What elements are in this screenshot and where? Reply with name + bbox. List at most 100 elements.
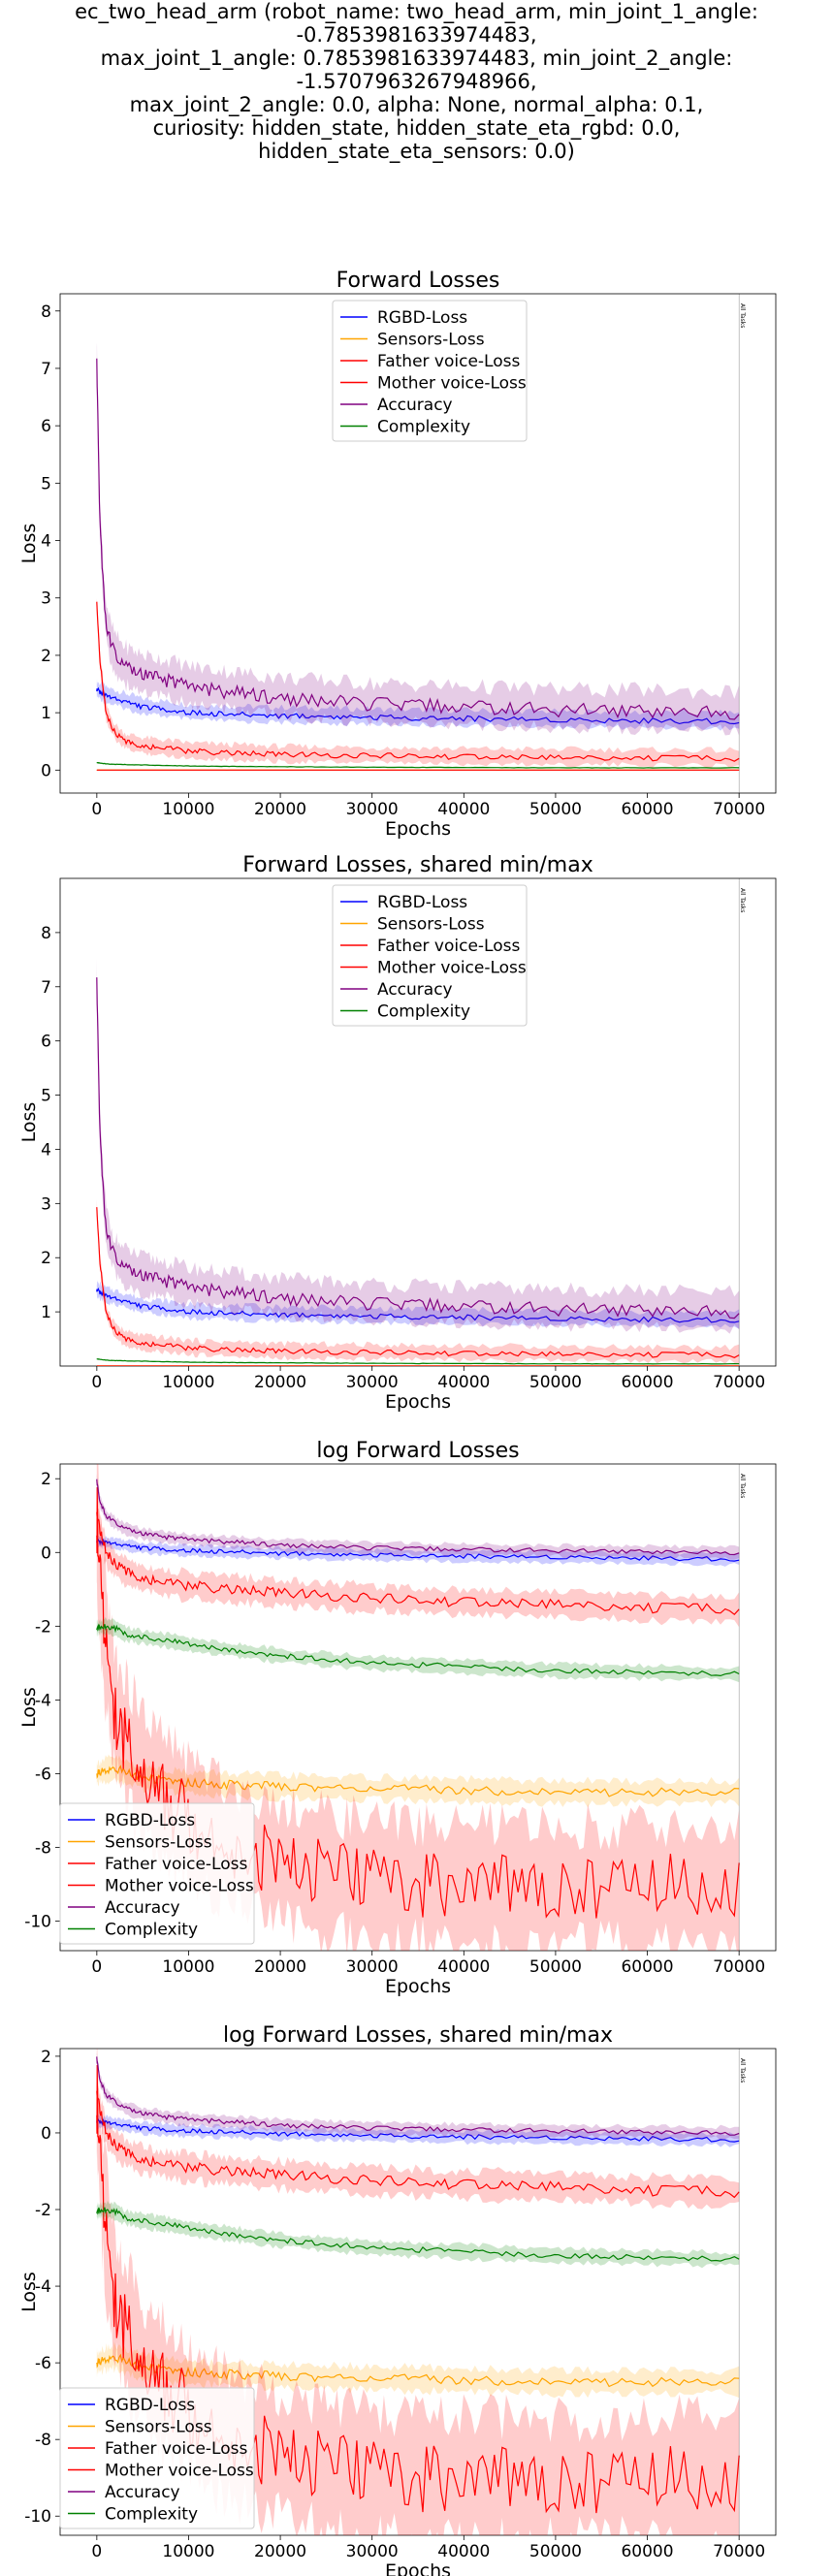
series-line-mother-voice-loss [96, 1486, 740, 1919]
x-tick-label: 60000 [621, 2542, 673, 2561]
chart-title: log Forward Losses [316, 1439, 519, 1463]
y-tick-label: -10 [24, 2507, 51, 2527]
band-sensors-loss [96, 1754, 740, 1808]
series-line-complexity [96, 762, 740, 769]
plot-area [96, 1464, 740, 1951]
legend-entry: Mother voice-Loss [377, 374, 527, 394]
legend-entry: Complexity [377, 1002, 470, 1022]
legend-box [332, 300, 528, 442]
band-accuracy [96, 1474, 740, 1560]
legend-entry: Sensors-Loss [377, 915, 485, 935]
legend-entry: RGBD-Loss [105, 2396, 195, 2415]
y-tick-label: 4 [41, 532, 51, 552]
x-tick-label: 0 [91, 1373, 102, 1392]
chart-panel-3: All Tasks 0 10000 20000 30000 40000 50000 60000… [18, 1439, 777, 1997]
legend-entry: Sensors-Loss [105, 2418, 212, 2437]
legend-entry: Father voice-Loss [377, 937, 520, 956]
chart-panel-2: All Tasks 0 10000 20000 30000 40000 50000 60000… [18, 853, 777, 1413]
x-tick-label: 60000 [621, 800, 673, 819]
x-tick-label: 40000 [437, 1957, 490, 1977]
legend-entry: Mother voice-Loss [105, 1877, 254, 1896]
x-tick-label: 40000 [437, 2542, 490, 2561]
y-axis-label: Loss [18, 524, 40, 564]
legend-entry: Accuracy [105, 1898, 180, 1918]
band-rgbd-loss [96, 2114, 740, 2147]
task-boundary-label: All Tasks [739, 1474, 746, 1498]
legend-entry: RGBD-Loss [105, 1811, 195, 1830]
y-tick-label: 6 [41, 1033, 51, 1052]
x-tick-label: 20000 [254, 2542, 306, 2561]
plot-area [96, 342, 740, 771]
series-line-rgbd-loss [96, 2117, 740, 2143]
legend-entry: Sensors-Loss [377, 331, 485, 350]
y-tick-label: 2 [41, 2048, 51, 2067]
x-tick-label: 60000 [621, 1373, 673, 1392]
y-tick-label: 7 [41, 978, 51, 998]
x-tick-label: 10000 [162, 2542, 214, 2561]
legend-entry: Complexity [105, 1921, 198, 1940]
y-tick-label: 4 [41, 1140, 51, 1160]
y-tick-label: 3 [41, 1194, 51, 1214]
legend-entry: Father voice-Loss [105, 2439, 247, 2459]
y-tick-label: 7 [41, 360, 51, 379]
series-line-complexity [96, 1358, 740, 1365]
band-father-voice-loss [96, 2079, 740, 2210]
y-tick-label: 6 [41, 417, 51, 436]
x-tick-label: 10000 [162, 1373, 214, 1392]
series-line-mother-voice-loss [96, 2064, 740, 2514]
y-tick-label: 1 [41, 704, 51, 723]
y-axis-label: Loss [18, 1102, 40, 1143]
y-tick-label: -6 [35, 2354, 51, 2373]
y-tick-label: -4 [35, 2277, 51, 2297]
y-axis-label: Loss [18, 1687, 40, 1728]
band-father-voice-loss [96, 1497, 740, 1628]
figure-suptitle: ec_two_head_arm (robot_name: two_head_ar… [75, 0, 758, 163]
y-tick-label: -2 [35, 2201, 51, 2220]
plot-area [96, 957, 740, 1366]
series-line-complexity [96, 2207, 740, 2262]
y-tick-label: 5 [41, 1087, 51, 1106]
chart-title: Forward Losses, shared min/max [242, 853, 593, 877]
series-line-sensors-loss [96, 2353, 740, 2388]
band-accuracy [96, 2052, 740, 2141]
y-tick-label: 0 [41, 1543, 51, 1563]
legend-entry: Mother voice-Loss [377, 959, 527, 978]
y-tick-label: 0 [41, 761, 51, 780]
x-tick-label: 30000 [346, 800, 399, 819]
x-tick-label: 70000 [713, 1957, 765, 1977]
chart-title: log Forward Losses, shared min/max [223, 2023, 613, 2048]
x-tick-label: 0 [91, 1957, 102, 1977]
x-tick-label: 10000 [162, 1957, 214, 1977]
task-boundary-label: All Tasks [739, 888, 746, 912]
legend-entry: Complexity [377, 418, 470, 437]
x-tick-label: 20000 [254, 1957, 306, 1977]
series-line-sensors-loss [96, 1765, 740, 1797]
series-line-accuracy [96, 1479, 740, 1556]
series-line-rgbd-loss [96, 1288, 740, 1323]
band-rgbd-loss [96, 1534, 740, 1567]
x-tick-label: 50000 [529, 1957, 582, 1977]
legend-box [59, 2387, 255, 2529]
plot-area [96, 2049, 740, 2535]
y-tick-label: -2 [35, 1617, 51, 1637]
y-tick-label: 8 [41, 924, 51, 943]
legend-box [59, 1802, 255, 1945]
series-line-accuracy [96, 2056, 740, 2136]
band-mother-voice-loss [96, 1464, 740, 1951]
legend: RGBD-Loss Sensors-Loss Father voice-Loss Mo… [59, 1802, 255, 1945]
band-father-voice-loss [96, 598, 740, 769]
x-tick-label: 60000 [621, 1957, 673, 1977]
x-tick-label: 20000 [254, 800, 306, 819]
y-tick-label: 2 [41, 647, 51, 666]
x-tick-label: 30000 [346, 2542, 399, 2561]
legend-entry: Sensors-Loss [105, 1833, 212, 1853]
band-mother-voice-loss [96, 2049, 740, 2535]
chart-title: Forward Losses [336, 269, 500, 293]
y-tick-label: 5 [41, 474, 51, 493]
chart-panel-1: All Tasks 0 10000 20000 30000 40000 50000 60000… [18, 269, 777, 840]
legend-entry: Accuracy [377, 980, 453, 1000]
chart-panel-4: All Tasks 0 10000 20000 30000 40000 50000 60000… [18, 2023, 777, 2576]
task-boundary-label: All Tasks [739, 303, 746, 328]
x-tick-label: 40000 [437, 1373, 490, 1392]
legend-entry: Accuracy [105, 2483, 180, 2502]
